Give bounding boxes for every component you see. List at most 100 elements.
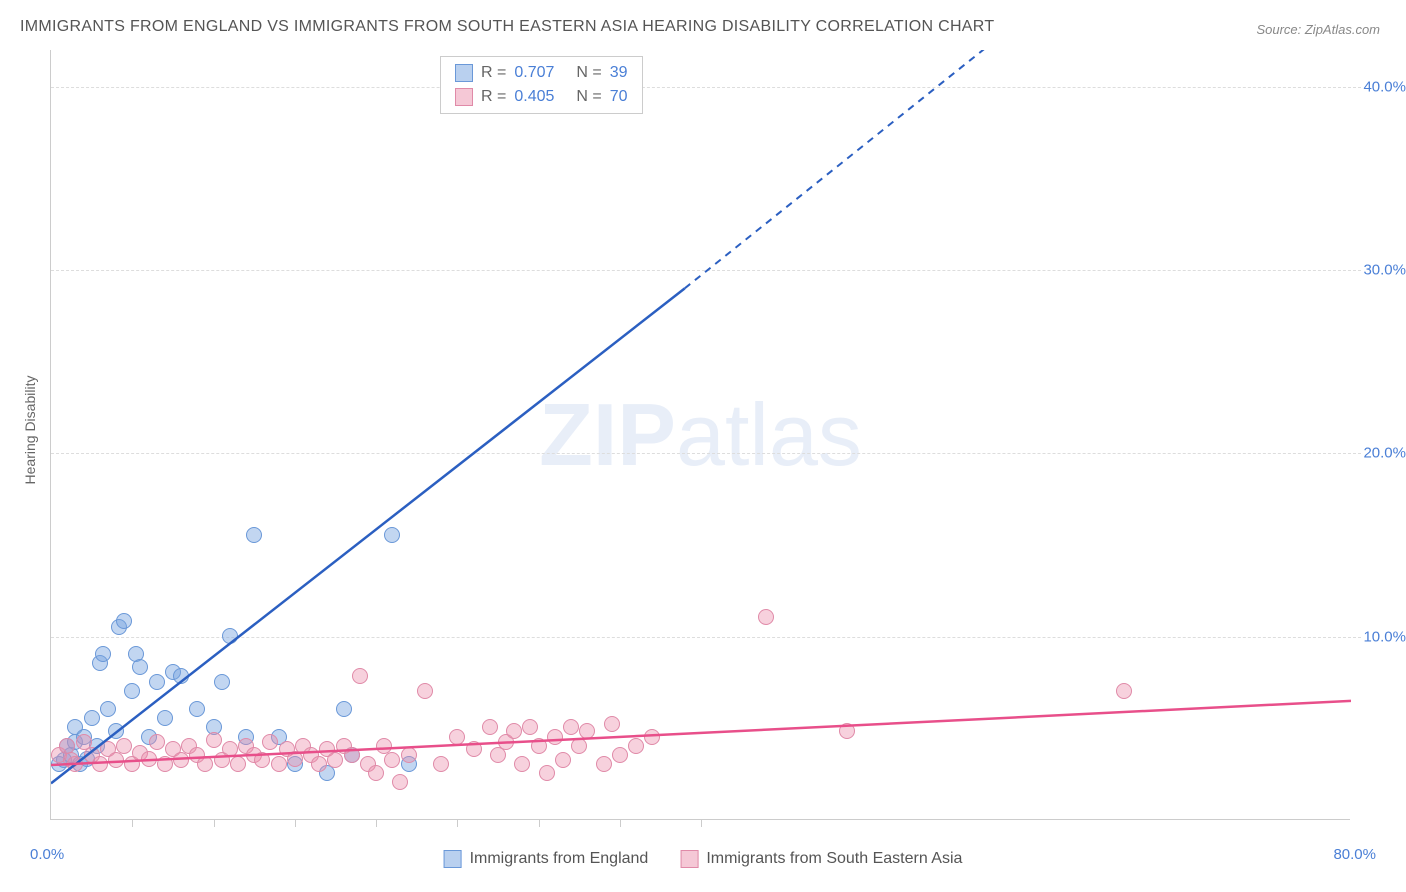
swatch-seasia — [455, 88, 473, 106]
data-point — [214, 674, 230, 690]
x-axis-max-label: 80.0% — [1333, 846, 1376, 863]
data-point — [839, 723, 855, 739]
x-tick — [701, 819, 702, 827]
x-tick — [620, 819, 621, 827]
r-value-seasia: 0.405 — [514, 85, 554, 109]
data-point — [95, 646, 111, 662]
correlation-legend: R = 0.707 N = 39 R = 0.405 N = 70 — [440, 56, 643, 114]
data-point — [206, 732, 222, 748]
data-point — [392, 774, 408, 790]
data-point — [758, 609, 774, 625]
watermark: ZIPatlas — [539, 384, 862, 486]
data-point — [612, 747, 628, 763]
watermark-bold: ZIP — [539, 385, 676, 484]
data-point — [116, 613, 132, 629]
data-point — [189, 701, 205, 717]
correlation-row-england: R = 0.707 N = 39 — [455, 61, 628, 85]
data-point — [262, 734, 278, 750]
gridline — [51, 87, 1361, 88]
data-point — [336, 701, 352, 717]
data-point — [506, 723, 522, 739]
data-point — [531, 738, 547, 754]
data-point — [417, 683, 433, 699]
swatch-england-icon — [444, 850, 462, 868]
data-point — [222, 741, 238, 757]
data-point — [59, 738, 75, 754]
n-value-england: 39 — [610, 61, 628, 85]
correlation-row-seasia: R = 0.405 N = 70 — [455, 85, 628, 109]
data-point — [401, 747, 417, 763]
data-point — [555, 752, 571, 768]
data-point — [563, 719, 579, 735]
swatch-england — [455, 64, 473, 82]
data-point — [149, 734, 165, 750]
data-point — [547, 729, 563, 745]
data-point — [466, 741, 482, 757]
x-tick — [457, 819, 458, 827]
n-label: N = — [576, 61, 601, 85]
x-tick — [214, 819, 215, 827]
data-point — [132, 659, 148, 675]
y-tick-label: 20.0% — [1363, 445, 1406, 462]
data-point — [67, 756, 83, 772]
gridline — [51, 637, 1361, 638]
data-point — [311, 756, 327, 772]
data-point — [449, 729, 465, 745]
r-label: R = — [481, 85, 506, 109]
y-axis-label: Hearing Disability — [22, 376, 38, 485]
data-point — [1116, 683, 1132, 699]
data-point — [157, 756, 173, 772]
data-point — [628, 738, 644, 754]
x-axis-min-label: 0.0% — [30, 846, 64, 863]
data-point — [352, 668, 368, 684]
data-point — [368, 765, 384, 781]
x-tick — [376, 819, 377, 827]
data-point — [482, 719, 498, 735]
data-point — [173, 752, 189, 768]
n-value-seasia: 70 — [610, 85, 628, 109]
data-point — [271, 756, 287, 772]
data-point — [124, 683, 140, 699]
gridline — [51, 270, 1361, 271]
data-point — [254, 752, 270, 768]
data-point — [327, 752, 343, 768]
legend-label-seasia: Immigrants from South Eastern Asia — [706, 850, 962, 867]
data-point — [108, 723, 124, 739]
data-point — [100, 701, 116, 717]
watermark-light: atlas — [676, 385, 862, 484]
data-point — [522, 719, 538, 735]
data-point — [596, 756, 612, 772]
swatch-seasia-icon — [680, 850, 698, 868]
data-point — [157, 710, 173, 726]
r-label: R = — [481, 61, 506, 85]
y-tick-label: 30.0% — [1363, 262, 1406, 279]
plot-area: ZIPatlas 10.0%20.0%30.0%40.0% — [50, 50, 1350, 820]
data-point — [230, 756, 246, 772]
legend-item-seasia: Immigrants from South Eastern Asia — [680, 850, 962, 868]
trend-lines — [51, 50, 1351, 820]
x-tick — [295, 819, 296, 827]
data-point — [108, 752, 124, 768]
data-point — [376, 738, 392, 754]
data-point — [197, 756, 213, 772]
data-point — [644, 729, 660, 745]
data-point — [604, 716, 620, 732]
source-attribution: Source: ZipAtlas.com — [1256, 22, 1380, 37]
x-tick — [132, 819, 133, 827]
data-point — [384, 527, 400, 543]
r-value-england: 0.707 — [514, 61, 554, 85]
y-tick-label: 40.0% — [1363, 78, 1406, 95]
data-point — [173, 668, 189, 684]
data-point — [344, 747, 360, 763]
data-point — [384, 752, 400, 768]
legend-label-england: Immigrants from England — [470, 850, 649, 867]
data-point — [539, 765, 555, 781]
y-tick-label: 10.0% — [1363, 628, 1406, 645]
series-legend: Immigrants from England Immigrants from … — [444, 850, 963, 868]
data-point — [433, 756, 449, 772]
data-point — [514, 756, 530, 772]
n-label: N = — [576, 85, 601, 109]
data-point — [579, 723, 595, 739]
data-point — [149, 674, 165, 690]
chart-title: IMMIGRANTS FROM ENGLAND VS IMMIGRANTS FR… — [20, 18, 994, 36]
